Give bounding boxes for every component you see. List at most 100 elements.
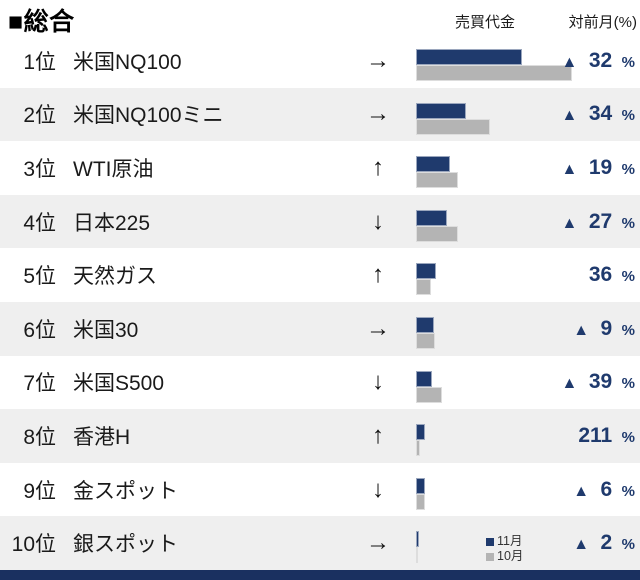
trend-arrow-icon: ↑ (372, 261, 384, 289)
mom-change-unit: % (621, 268, 635, 286)
instrument-name: 米国30 (73, 318, 139, 342)
instrument-name: 米国NQ100ミニ (73, 104, 224, 128)
bar-october (416, 118, 490, 135)
trend-arrow-icon: ↓ (372, 368, 384, 396)
bar-october (416, 493, 425, 510)
instrument-name: WTI原油 (73, 157, 154, 181)
rank-label: 9位 (23, 479, 56, 503)
mom-change-unit: % (621, 321, 635, 339)
up-triangle-icon: ▲ (561, 107, 578, 125)
legend-swatch-november-icon (486, 537, 494, 546)
volume-bars (416, 316, 435, 349)
column-header-volume: 売買代金 (454, 14, 515, 31)
ranking-row: 10位 銀スポット → ▲ 2 % (0, 516, 640, 570)
bar-november (416, 209, 447, 226)
bar-november (416, 531, 419, 548)
mom-change-value: 27 (588, 209, 613, 233)
volume-bars (416, 102, 490, 135)
trend-arrow-icon: ↓ (372, 207, 384, 235)
column-header-mom: 対前月(%) (568, 14, 637, 31)
ranking-row: 7位 米国S500 ↓ ▲ 39 % (0, 355, 640, 410)
bar-november (416, 424, 425, 441)
instrument-name: 天然ガス (73, 265, 157, 289)
bar-november (416, 477, 425, 494)
mom-change-unit: % (621, 428, 635, 446)
legend: 11月 10月 (486, 534, 523, 564)
mom-change-value: 19 (588, 155, 613, 179)
ranking-row: 2位 米国NQ100ミニ → ▲ 34 % (0, 87, 640, 142)
bar-october (416, 225, 458, 242)
volume-bars (416, 209, 458, 242)
rank-label: 5位 (23, 265, 56, 289)
mom-change-value: 211 (578, 423, 613, 447)
mom-change: 211 % (578, 424, 635, 448)
up-triangle-icon: ▲ (573, 321, 590, 339)
mom-change: 36 % (589, 263, 635, 287)
trend-arrow-icon: ↑ (372, 421, 384, 449)
bar-november (416, 263, 436, 280)
mom-change: ▲ 39 % (562, 370, 635, 394)
mom-change-unit: % (621, 536, 635, 554)
rank-label: 10位 (11, 533, 56, 557)
mom-change-value: 32 (588, 48, 613, 72)
bar-november (416, 49, 522, 65)
mom-change-value: 36 (588, 263, 613, 287)
instrument-name: 日本225 (73, 211, 151, 235)
mom-change-value: 2 (600, 531, 613, 555)
ranking-row: 9位 金スポット ↓ ▲ 6 % (0, 462, 640, 517)
page-title: ■総合 (8, 8, 75, 36)
mom-change: ▲ 9 % (573, 317, 635, 341)
rank-label: 8位 (23, 425, 56, 449)
volume-bars (416, 49, 572, 81)
bar-november (416, 102, 466, 119)
mom-change: ▲ 32 % (562, 49, 635, 73)
legend-label-november: 11月 (497, 534, 523, 548)
volume-bars (416, 477, 425, 510)
trend-arrow-icon: → (366, 46, 390, 74)
instrument-name: 金スポット (73, 479, 178, 503)
up-triangle-icon: ▲ (561, 160, 578, 178)
instrument-name: 米国S500 (73, 372, 165, 396)
bar-october (416, 386, 442, 403)
mom-change-unit: % (621, 53, 635, 71)
volume-bars (416, 531, 419, 564)
ranking-row: 6位 米国30 → ▲ 9 % (0, 301, 640, 356)
ranking-list: 1位 米国NQ100 → ▲ 32 % 2位 米国NQ100ミニ → ▲ 34 … (0, 34, 640, 570)
volume-bars (416, 424, 425, 457)
rank-label: 7位 (23, 372, 56, 396)
trend-arrow-icon: → (366, 314, 390, 342)
bar-october (416, 547, 418, 564)
trend-arrow-icon: → (366, 100, 390, 128)
trend-arrow-icon: ↓ (372, 475, 384, 503)
legend-item-november: 11月 (486, 534, 523, 549)
instrument-name: 銀スポット (73, 533, 178, 557)
rank-label: 1位 (23, 50, 56, 74)
mom-change-unit: % (621, 160, 635, 178)
bar-october (416, 440, 420, 457)
section-divider-bar (0, 570, 640, 580)
bar-october (416, 65, 572, 81)
bar-october (416, 172, 458, 189)
up-triangle-icon: ▲ (561, 214, 578, 232)
ranking-row: 1位 米国NQ100 → ▲ 32 % (0, 34, 640, 88)
instrument-name: 香港H (73, 425, 131, 449)
mom-change: ▲ 2 % (573, 531, 635, 555)
rank-label: 2位 (23, 104, 56, 128)
ranking-row: 8位 香港H ↑ 211 % (0, 409, 640, 463)
volume-bars (416, 370, 442, 403)
mom-change: ▲ 19 % (562, 156, 635, 180)
trend-arrow-icon: → (366, 529, 390, 557)
rank-label: 3位 (23, 157, 56, 181)
mom-change-value: 9 (600, 316, 613, 340)
legend-item-october: 10月 (486, 549, 523, 564)
mom-change-unit: % (621, 107, 635, 125)
volume-bars (416, 263, 436, 296)
mom-change-unit: % (621, 482, 635, 500)
instrument-name: 米国NQ100 (73, 50, 182, 74)
ranking-row: 5位 天然ガス ↑ 36 % (0, 248, 640, 302)
bar-october (416, 279, 431, 296)
up-triangle-icon: ▲ (573, 482, 590, 500)
ranking-row: 4位 日本225 ↓ ▲ 27 % (0, 194, 640, 249)
mom-change-value: 39 (588, 370, 613, 394)
